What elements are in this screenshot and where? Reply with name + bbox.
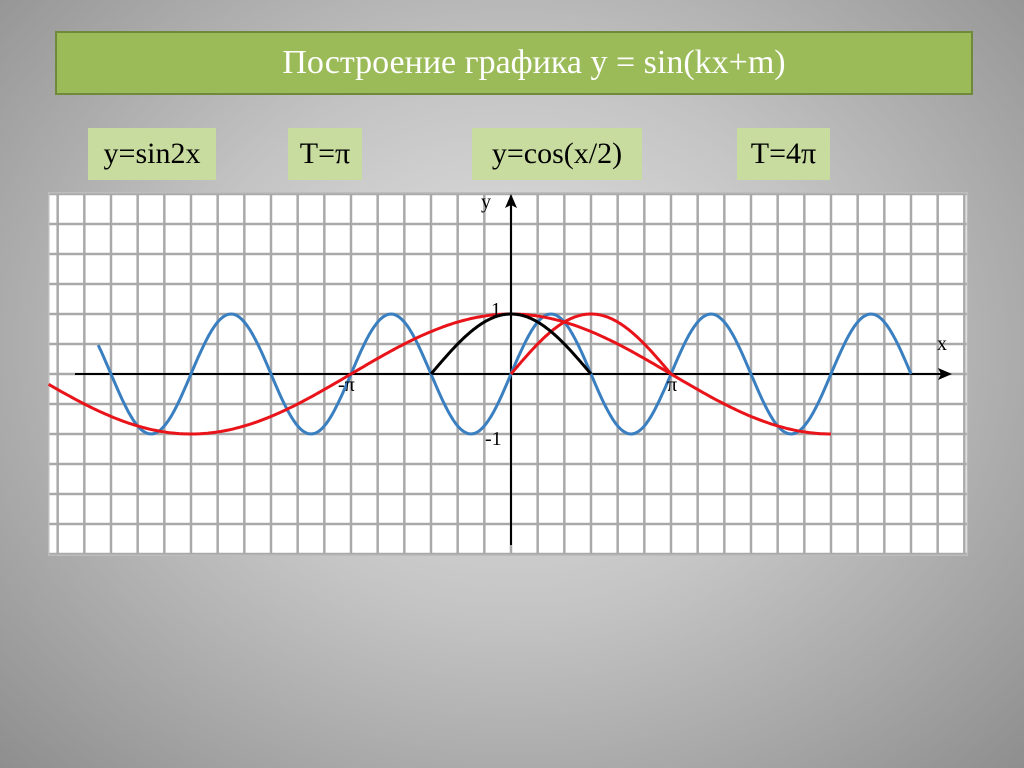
label-cos-half-x: y=cos(x/2) bbox=[472, 128, 642, 180]
slide-title: Построение графика y = sin(kx+m) bbox=[282, 44, 786, 81]
title-banner: Построение графика y = sin(kx+m) bbox=[55, 31, 973, 95]
label-period-4pi: T=4π bbox=[737, 128, 830, 180]
curves bbox=[48, 312, 913, 436]
series-line-cos-x-2 bbox=[48, 312, 831, 436]
function-chart: y x 1 -1 -π π bbox=[48, 192, 968, 556]
x-axis-label: x bbox=[937, 333, 947, 355]
label-period-pi: T=π bbox=[288, 128, 362, 180]
y-axis-label: y bbox=[481, 192, 491, 213]
x-axis-arrow-icon bbox=[938, 368, 952, 380]
x-tick-pi: π bbox=[667, 374, 677, 396]
label-sin2x: y=sin2x bbox=[88, 128, 216, 180]
y-tick-1: 1 bbox=[491, 299, 501, 321]
y-axis-arrow-icon bbox=[505, 194, 517, 208]
x-tick-minus-pi: -π bbox=[338, 374, 355, 396]
series-line-cos-x bbox=[429, 312, 593, 375]
series-line-sin-x bbox=[509, 312, 673, 375]
y-tick-minus-1: -1 bbox=[485, 428, 502, 450]
series-line-sin-2x bbox=[96, 312, 913, 436]
